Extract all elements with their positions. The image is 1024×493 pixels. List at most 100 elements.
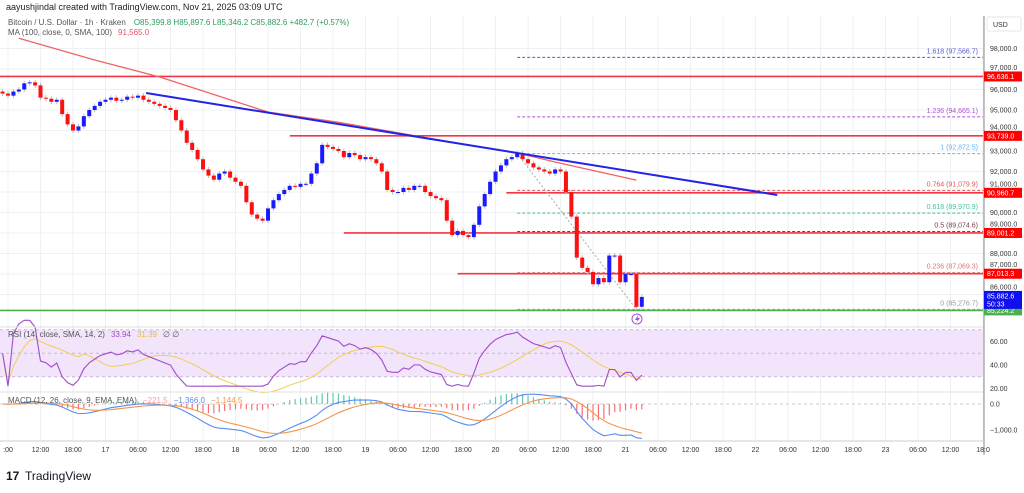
price-axis-label: 95,000.0 (990, 108, 1017, 115)
candle-up (417, 185, 422, 187)
candle-down (179, 120, 184, 131)
candle-up (98, 101, 103, 106)
candle-down (173, 110, 178, 121)
candle-up (54, 99, 59, 102)
time-axis-label: 18:00 (454, 447, 472, 454)
candle-down (385, 171, 390, 190)
candle-down (244, 185, 249, 203)
candle-up (103, 99, 108, 102)
candle-down (358, 155, 363, 160)
candle-down (38, 85, 43, 98)
candle-down (580, 257, 585, 268)
price-axis-label: 92,000.0 (990, 169, 1017, 176)
candle-down (379, 163, 384, 172)
trendline[interactable] (145, 91, 778, 196)
level-price-tag (984, 130, 1022, 141)
rsi-line (2, 319, 643, 387)
candle-down (558, 169, 563, 172)
candle-up (222, 171, 227, 174)
candle-up (271, 200, 276, 209)
rsi-legend-extra: ∅ ∅ (163, 330, 179, 339)
level-price-tag-text: 87,013.3 (987, 271, 1014, 278)
candle-up (276, 194, 281, 201)
candle-up (477, 206, 482, 225)
candle-up (309, 173, 314, 184)
time-axis-label: 06:00 (129, 447, 147, 454)
candle-down (450, 220, 455, 236)
candle-up (498, 165, 503, 172)
price-axis-label: 90,000.0 (990, 210, 1017, 217)
time-axis-label: 12:00 (32, 447, 50, 454)
time-axis-label: 17 (102, 447, 110, 454)
level-price-tag (984, 268, 1022, 279)
currency-label: USD (993, 22, 1008, 29)
time-axis-label: 23 (882, 447, 890, 454)
candle-down (168, 107, 173, 110)
tradingview-logo[interactable]: 17 TradingView (6, 469, 91, 483)
candle-down (520, 153, 525, 160)
ohlc-readout: O85,399.8 H85,897.6 L85,346.2 C85,882.6 … (134, 18, 350, 27)
candle-up (217, 173, 222, 180)
fib-level-label: 0.236 (87,069.3) (927, 264, 978, 271)
candle-up (125, 96, 130, 100)
price-axis-label: 98,000.0 (990, 46, 1017, 53)
candle-down (336, 148, 341, 151)
candle-down (444, 200, 449, 221)
candle-down (634, 274, 639, 307)
ma-legend-value: 91,565.0 (118, 28, 150, 37)
macd-legend-label[interactable]: MACD (12, 26, close, 9, EMA, EMA) (8, 396, 137, 405)
ma-legend-label[interactable]: MA (100, close, 0, SMA, 100) (8, 28, 112, 37)
level-price-tag (984, 187, 1022, 198)
candle-up (596, 278, 601, 285)
macd-signal-line (2, 396, 642, 434)
candle-down (71, 124, 76, 131)
level-price-tag (984, 71, 1022, 82)
time-axis-label: 18:00 (714, 447, 732, 454)
rsi-legend-label[interactable]: RSI (14, close, SMA, 14, 2) (8, 330, 105, 339)
candle-down (233, 177, 238, 182)
rsi-band (0, 329, 983, 378)
macd-value: −1,366.0 (174, 396, 206, 405)
macd-hist-value: −221.5 (143, 396, 168, 405)
fib-level-label: 1.618 (97,566.7) (927, 48, 978, 55)
candle-down (130, 96, 135, 98)
rsi-legend-value: 33.94 (111, 330, 132, 339)
candle-down (152, 101, 157, 104)
time-axis-label: 21 (622, 447, 630, 454)
candle-down (461, 230, 466, 236)
candle-up (27, 82, 32, 84)
logo-text: TradingView (25, 469, 91, 483)
macd-signal-value: −1,144.5 (211, 396, 243, 405)
fib-level-label: 1 (92,872.5) (940, 145, 978, 152)
candle-up (314, 163, 319, 174)
candle-down (184, 130, 189, 143)
time-axis-label: 18:0 (976, 447, 990, 454)
price-axis-label: 97,000.0 (990, 65, 1017, 72)
candle-down (352, 153, 357, 156)
time-axis-label: 12:00 (162, 447, 180, 454)
time-axis-label: 06:00 (259, 447, 277, 454)
candle-down (65, 114, 70, 125)
support-price-tag (984, 305, 1022, 316)
last-price-tag (984, 290, 1022, 309)
rsi-sma-line (2, 338, 642, 394)
candle-up (412, 185, 417, 190)
candle-down (601, 278, 606, 283)
candle-down (374, 159, 379, 164)
symbol-title[interactable]: Bitcoin / U.S. Dollar · 1h · Kraken (8, 18, 126, 27)
candle-down (163, 105, 168, 108)
fib-level-label: 0.618 (89,970.9) (927, 204, 978, 211)
lightning-icon[interactable] (631, 313, 643, 325)
currency-button[interactable] (986, 16, 1022, 32)
candle-up (287, 185, 292, 190)
candle-down (433, 196, 438, 199)
candle-up (108, 97, 113, 100)
rsi-sma-legend-value: 31.39 (137, 330, 158, 339)
rsi-axis-label: 60.00 (990, 339, 1008, 346)
candle-up (76, 126, 81, 131)
time-axis-label: 12:00 (812, 447, 830, 454)
candle-up (504, 159, 509, 166)
time-axis-label: 12:00 (942, 447, 960, 454)
candle-down (368, 157, 373, 160)
